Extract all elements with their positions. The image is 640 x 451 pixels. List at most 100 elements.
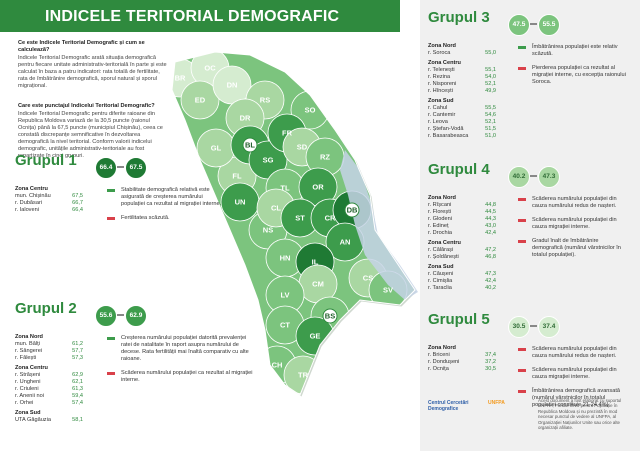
district-value: 30,5 (485, 366, 496, 372)
region-label: IL (312, 258, 319, 267)
district-value: 66,7 (72, 200, 83, 206)
notes: Îmbătrânirea populației este relativ scă… (518, 44, 630, 93)
district-value: 51,0 (485, 133, 496, 139)
range-dash (530, 23, 537, 25)
zone-row: r. Ocnița 30,5 (428, 366, 496, 373)
regions (172, 52, 415, 395)
region-label: DB (347, 206, 358, 215)
district-value: 42,4 (485, 278, 496, 284)
zone-name: Zona Sud (428, 98, 454, 104)
region-label: CR (325, 214, 336, 223)
zone-row: r. Glodeni 44,3 (428, 216, 496, 223)
district-value: 57,4 (72, 400, 83, 406)
region-label: BS (325, 312, 335, 321)
group: Grupul 5 30.5 37.4 Zona Nord r. Briceni 37,4 r… (428, 312, 630, 446)
page-title: INDICELE TERITORIAL DEMOGRAFIC (45, 8, 340, 25)
zone-name: Zona Nord (428, 345, 456, 351)
zone-row: r. Fălești 57,3 (15, 355, 83, 362)
region-label: NS (263, 226, 273, 235)
district-name: r. Ștefan-Vodă (428, 126, 464, 132)
district-name: r. Telenești (428, 67, 455, 73)
note-marker (518, 240, 526, 243)
note: Scăderea numărului populației din cauza … (518, 196, 630, 210)
district-name: r. Anenii noi (15, 393, 44, 399)
region-label: SV (383, 286, 393, 295)
region-label: FL (232, 172, 242, 181)
zone-row: r. Rîșcani 44,8 (428, 202, 496, 209)
region-label: SD (297, 143, 308, 152)
region-label: TR (298, 371, 309, 380)
region-label: RS (260, 96, 270, 105)
zone-list: Zona Nord r. Soroca 55,0 Zona Centru r. Tele… (428, 40, 496, 140)
district-name: mun. Chișinău (15, 193, 51, 199)
district-name: r. Ungheni (15, 379, 41, 385)
district-value: 61,2 (72, 341, 83, 347)
zone-name: Zona Sud (428, 264, 454, 270)
note: Îmbătrânirea populației este relativ scă… (518, 44, 630, 58)
group: Grupul 3 47.5 55.5 Zona Nord r. Soroca 55,0 Zo… (428, 9, 630, 144)
border (171, 51, 416, 396)
banner: INDICELE TERITORIAL DEMOGRAFIC (0, 0, 400, 32)
zone-name: Zona Nord (428, 43, 456, 49)
note: Îmbătrânirea demografică avansată (număr… (518, 388, 630, 409)
note: Creșterea numărului populației datorită … (107, 335, 257, 363)
district-value: 40,2 (485, 285, 496, 291)
region-label: SG (263, 156, 274, 165)
zone-row: r. Strășeni 62,9 (15, 372, 83, 379)
zone-row: r. Cahul 55,5 (428, 105, 496, 112)
zone-row: r. Rezina 54,0 (428, 74, 496, 81)
note: Gradul înalt de îmbătrânire demografică … (518, 238, 630, 259)
range-value: 62.9 (125, 305, 147, 327)
district-value: 37,4 (485, 352, 496, 358)
district-name: r. Cantemir (428, 112, 456, 118)
zone-row: r. Edineț 43,0 (428, 223, 496, 230)
district-value: 66,4 (72, 207, 83, 213)
zone-name: Zona Nord (15, 334, 43, 340)
district-value: 52,1 (485, 119, 496, 125)
district-name: UTA Găgăuzia (15, 417, 51, 423)
logo: Centrul Cercetări Demografice (428, 400, 469, 412)
range-value: 67.5 (125, 157, 147, 179)
zone-row: r. Telenești 55,1 (428, 67, 496, 74)
district-name: r. Rîșcani (428, 202, 452, 208)
footer-text: Acest document a fost elaborat cu suport… (538, 398, 622, 431)
district-name: r. Ocnița (428, 366, 449, 372)
district-name: r. Florești (428, 209, 452, 215)
note-marker (107, 337, 115, 340)
district-name: mun. Bălți (15, 341, 40, 347)
region-label: HN (280, 254, 291, 263)
region (180, 80, 220, 120)
region-label: TL (280, 184, 290, 193)
range-value: 55.6 (95, 305, 117, 327)
district-value: 44,3 (485, 216, 496, 222)
note: Fertilitatea scăzută. (107, 215, 227, 222)
group-title: Grupul 3 (428, 9, 490, 26)
district-value: 59,4 (72, 393, 83, 399)
zone-name: Zona Centru (15, 186, 48, 192)
range-dash (530, 175, 537, 177)
district-value: 47,2 (485, 247, 496, 253)
district-value: 67,5 (72, 193, 83, 199)
group: Grupul 4 40.2 47.3 Zona Nord r. Rîșcani 44,8 r… (428, 162, 630, 296)
zone-name: Zona Centru (15, 365, 48, 371)
region-label: ED (195, 96, 206, 105)
district-value: 58,1 (72, 417, 83, 423)
note-marker (107, 372, 115, 375)
group-title: Grupul 2 (15, 300, 77, 317)
notes: Stabilitate demografică relativă este as… (107, 187, 227, 229)
note-marker (107, 217, 115, 220)
zone-row: r. Criuleni 61,3 (15, 386, 83, 393)
district-value: 46,8 (485, 254, 496, 260)
note: Scăderea numărului populației din cauza … (518, 217, 630, 231)
district-name: r. Orhei (15, 400, 34, 406)
note: Pierderea populației ca rezultat al migr… (518, 65, 630, 86)
district-value: 54,6 (485, 112, 496, 118)
district-name: r. Briceni (428, 352, 450, 358)
intro-block: Ce este Indicele Teritorial Demografic ș… (18, 40, 168, 90)
answer: Indicele Teritorial Demografic arată sit… (18, 55, 167, 89)
zone-row: r. Nisporeni 52,1 (428, 81, 496, 88)
district-value: 37,2 (485, 359, 496, 365)
region-label: ST (295, 214, 305, 223)
region-label: DR (240, 114, 251, 123)
